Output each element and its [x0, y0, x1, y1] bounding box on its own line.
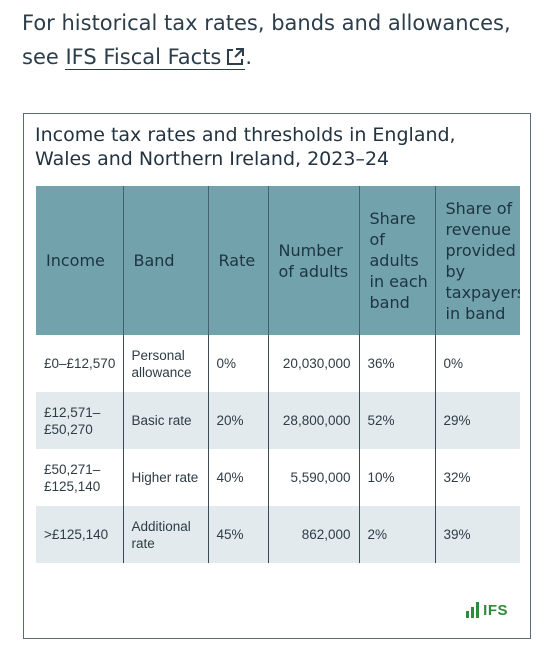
cell-rate: 45% — [208, 506, 269, 563]
cell-rate: 40% — [208, 449, 269, 506]
intro-paragraph: For historical tax rates, bands and allo… — [22, 6, 542, 77]
table-row: £50,271–£125,140 Higher rate 40% 5,590,0… — [36, 449, 520, 506]
table-row: >£125,140 Additional rate 45% 862,000 2%… — [36, 506, 520, 563]
table-header-row: Income Band Rate Number of adults Share … — [36, 186, 520, 335]
logo-text: IFS — [483, 602, 508, 619]
intro-text: For historical tax rates, bands and allo… — [22, 11, 511, 69]
cell-band: Additional rate — [123, 506, 209, 563]
cell-income: >£125,140 — [36, 506, 124, 563]
header-income: Income — [36, 186, 124, 335]
bar-chart-icon — [466, 602, 480, 618]
external-link-icon — [225, 43, 245, 77]
link-label: IFS Fiscal Facts — [65, 45, 222, 69]
header-rate: Rate — [208, 186, 269, 335]
header-share-of-adults: Share of adults in each band — [359, 186, 436, 335]
cell-share-revenue: 29% — [435, 392, 520, 449]
card-title: Income tax rates and thresholds in Engla… — [35, 124, 456, 170]
cell-band: Higher rate — [123, 449, 209, 506]
cell-rate: 0% — [208, 335, 269, 392]
table-row: £0–£12,570 Personal allowance 0% 20,030,… — [36, 335, 520, 392]
cell-rate: 20% — [208, 392, 269, 449]
cell-income: £50,271–£125,140 — [36, 449, 124, 506]
header-band: Band — [123, 186, 209, 335]
cell-income: £0–£12,570 — [36, 335, 124, 392]
cell-share-adults: 52% — [359, 392, 436, 449]
tax-table: Income Band Rate Number of adults Share … — [36, 186, 520, 563]
cell-number: 28,800,000 — [268, 392, 360, 449]
cell-income: £12,571–£50,270 — [36, 392, 124, 449]
cell-share-revenue: 32% — [443, 470, 471, 485]
cell-share-adults: 10% — [359, 449, 436, 506]
cell-number: 5,590,000 — [268, 449, 360, 506]
cell-share-revenue: 39% — [435, 506, 520, 563]
cell-share-adults: 36% — [359, 335, 436, 392]
header-share-of-revenue: Share of revenue provided by taxpayers i… — [435, 186, 520, 335]
intro-trailing: . — [245, 45, 253, 69]
ifs-fiscal-facts-link[interactable]: IFS Fiscal Facts — [65, 45, 246, 70]
table-row: £12,571–£50,270 Basic rate 20% 28,800,00… — [36, 392, 520, 449]
cell-share-revenue: 0% — [443, 356, 464, 371]
cell-band: Basic rate — [123, 392, 209, 449]
cell-band: Personal allowance — [123, 335, 209, 392]
header-number-of-adults: Number of adults — [268, 186, 360, 335]
cell-number: 20,030,000 — [268, 335, 360, 392]
tax-table-card: Income tax rates and thresholds in Engla… — [23, 113, 531, 639]
cell-share-adults: 2% — [359, 506, 436, 563]
cell-number: 862,000 — [268, 506, 360, 563]
ifs-logo: IFS — [466, 602, 508, 618]
